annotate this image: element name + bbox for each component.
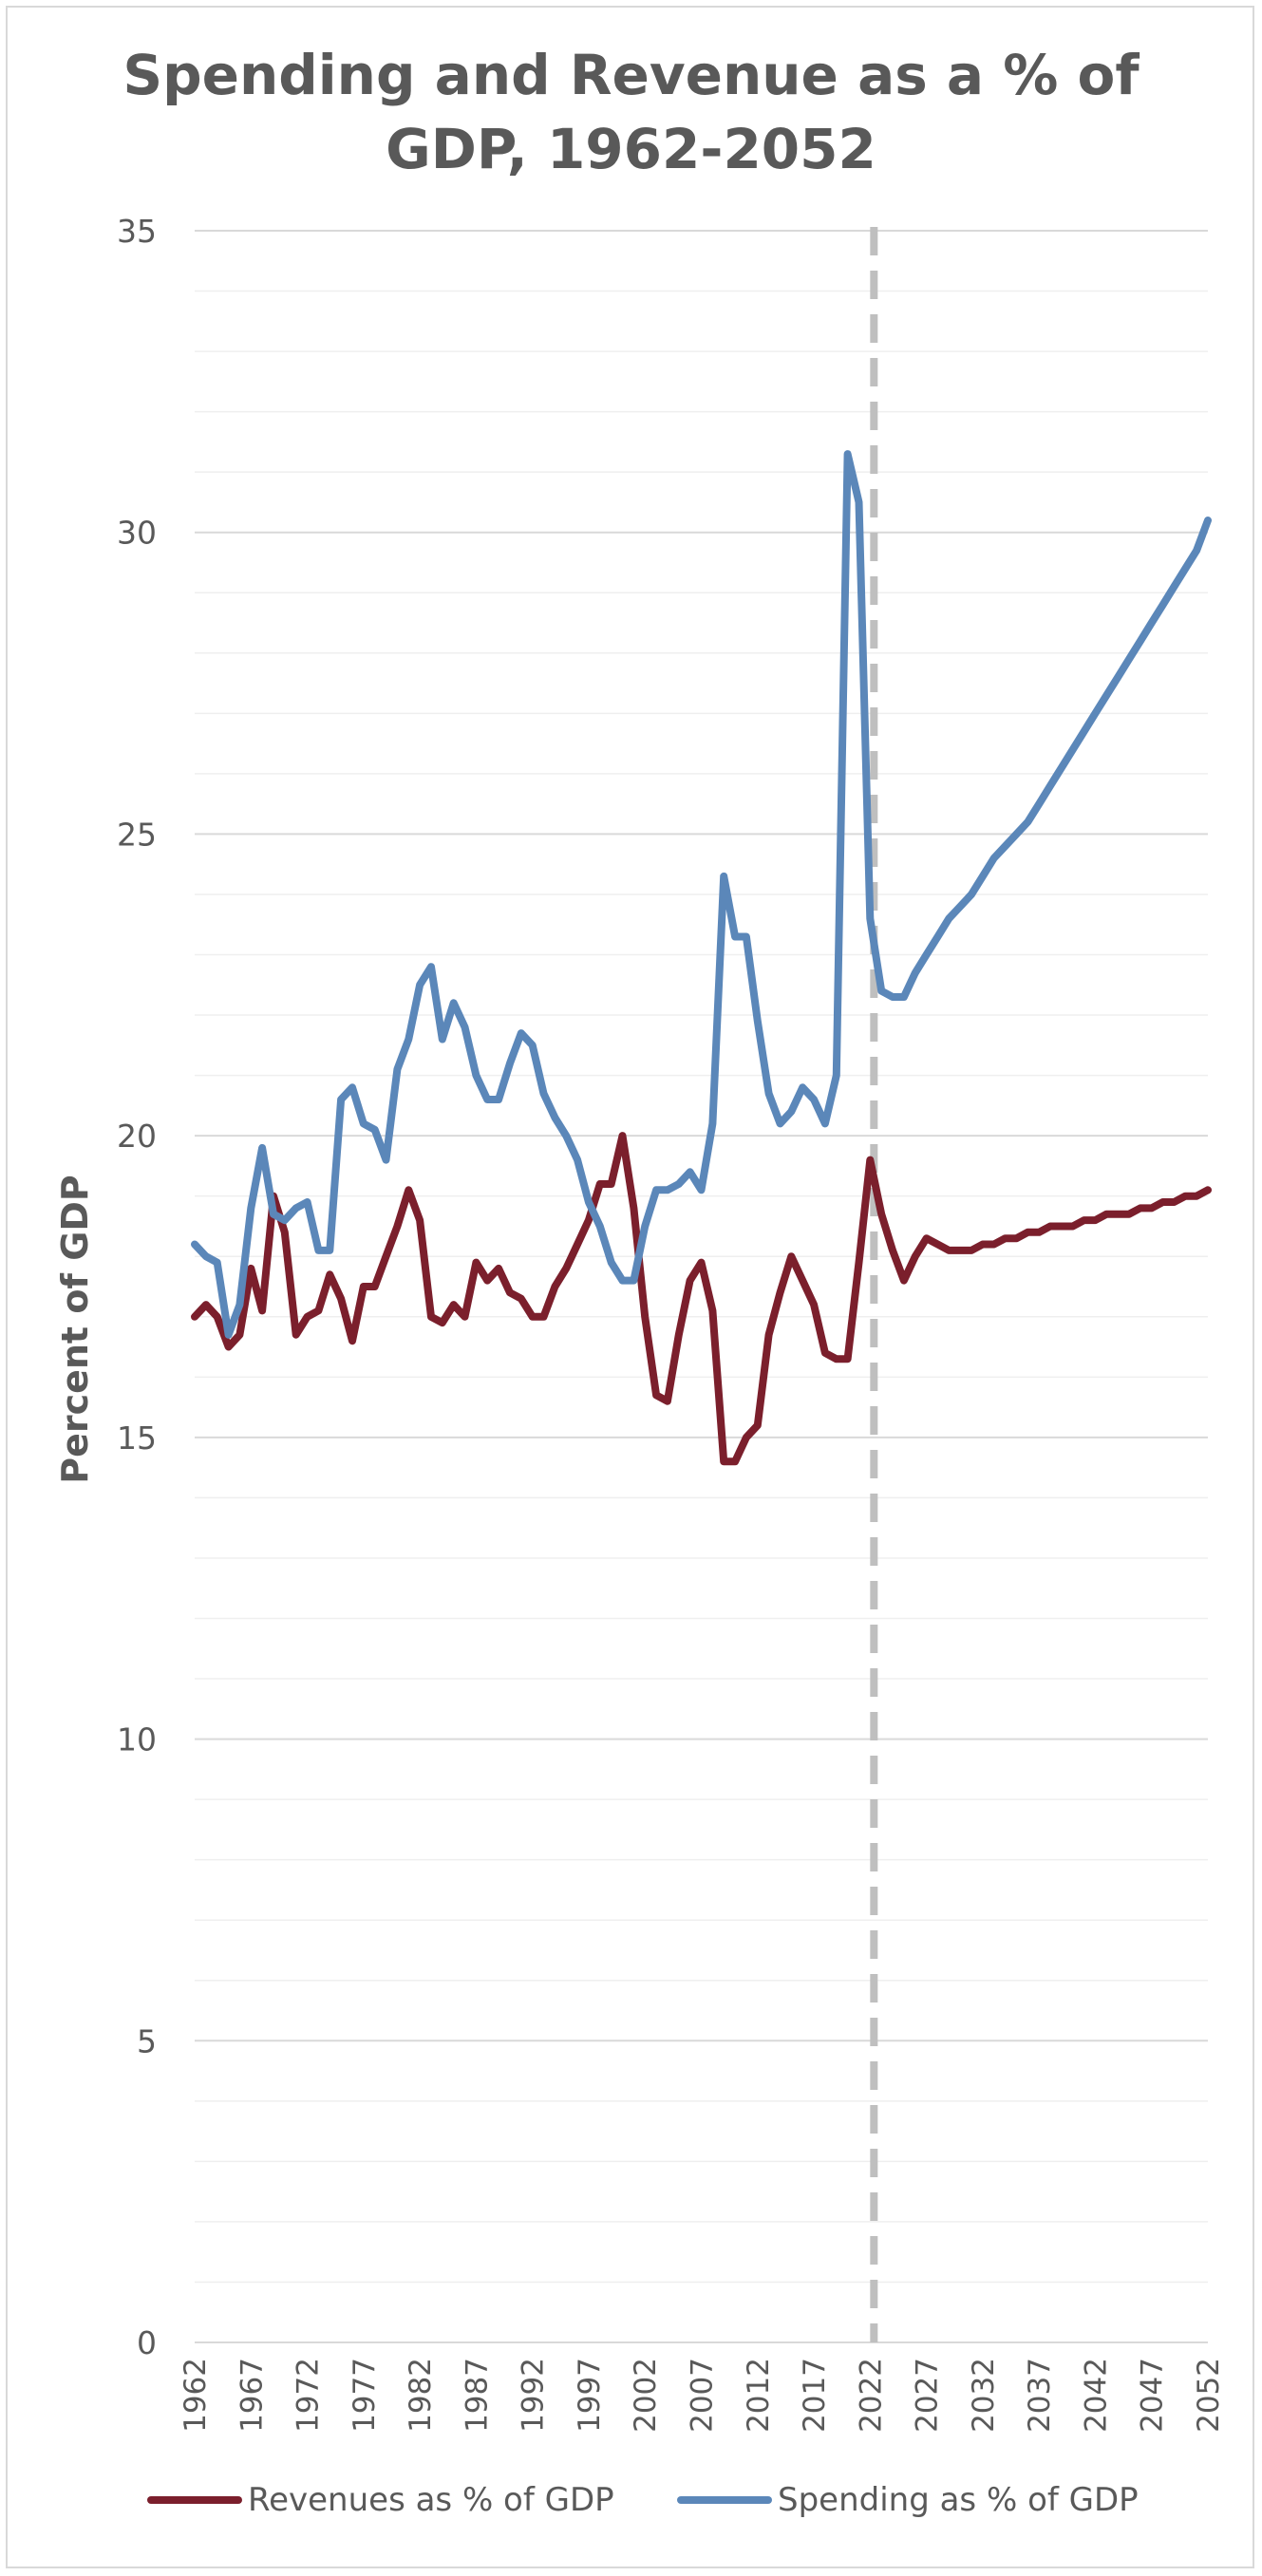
y-axis-tick-labels: 0 5 10 15 20 25 30 35: [117, 213, 157, 2361]
y-tick-label: 20: [117, 1118, 157, 1155]
chart-title: Spending and Revenue as a % of GDP, 1962…: [0, 38, 1262, 186]
x-tick-label: 1982: [404, 2358, 438, 2433]
x-tick-label: 2037: [1023, 2358, 1057, 2433]
x-tick-label: 1987: [460, 2358, 494, 2433]
legend-swatch-revenues: [147, 2496, 242, 2504]
x-tick-label: 2007: [686, 2358, 720, 2433]
x-tick-label: 2012: [742, 2358, 776, 2433]
x-tick-label: 2022: [854, 2358, 888, 2433]
legend-label-spending: Spending as % of GDP: [778, 2481, 1139, 2519]
x-tick-label: 1962: [179, 2358, 213, 2433]
y-axis-label: Percent of GDP: [54, 1175, 96, 1484]
x-tick-label: 2042: [1079, 2358, 1113, 2433]
x-tick-label: 2002: [629, 2358, 663, 2433]
y-tick-label: 15: [117, 1420, 157, 1457]
legend-swatch-spending: [677, 2496, 772, 2504]
x-tick-label: 2047: [1136, 2358, 1170, 2433]
series-lines: [191, 450, 1212, 1466]
y-tick-label: 25: [117, 816, 157, 853]
major-gridlines: [195, 230, 1208, 2343]
legend-label-revenues: Revenues as % of GDP: [248, 2481, 614, 2519]
x-tick-label: 2027: [911, 2358, 945, 2433]
series-line-revenues: [191, 1132, 1212, 1466]
minor-gridlines: [195, 290, 1208, 2284]
x-tick-label: 1967: [235, 2358, 269, 2433]
series-line-spending: [191, 450, 1212, 1339]
x-axis-tick-labels: 1962 1967 1972 1977 1982 1987 1992 1997 2002 2007…: [179, 2358, 1226, 2433]
x-tick-label: 2052: [1192, 2358, 1226, 2433]
x-tick-label: 1997: [573, 2358, 607, 2433]
y-tick-label: 10: [117, 1721, 157, 1758]
y-tick-label: 5: [137, 2022, 157, 2059]
x-tick-label: 1972: [292, 2358, 326, 2433]
x-tick-label: 1992: [517, 2358, 551, 2433]
legend-item-spending: Spending as % of GDP: [677, 2476, 1139, 2524]
x-tick-label: 2017: [798, 2358, 832, 2433]
chart-frame: [6, 6, 1254, 2568]
legend: Revenues as % of GDP Spending as % of GD…: [0, 2476, 1262, 2524]
x-tick-label: 1977: [348, 2358, 382, 2433]
y-tick-label: 35: [117, 213, 157, 250]
chart-title-line-2: GDP, 1962-2052: [386, 117, 876, 181]
x-tick-label: 2032: [967, 2358, 1001, 2433]
y-tick-label: 30: [117, 515, 157, 552]
legend-item-revenues: Revenues as % of GDP: [147, 2476, 614, 2524]
y-tick-label: 0: [137, 2324, 157, 2361]
chart-title-line-1: Spending and Revenue as a % of: [122, 43, 1140, 107]
